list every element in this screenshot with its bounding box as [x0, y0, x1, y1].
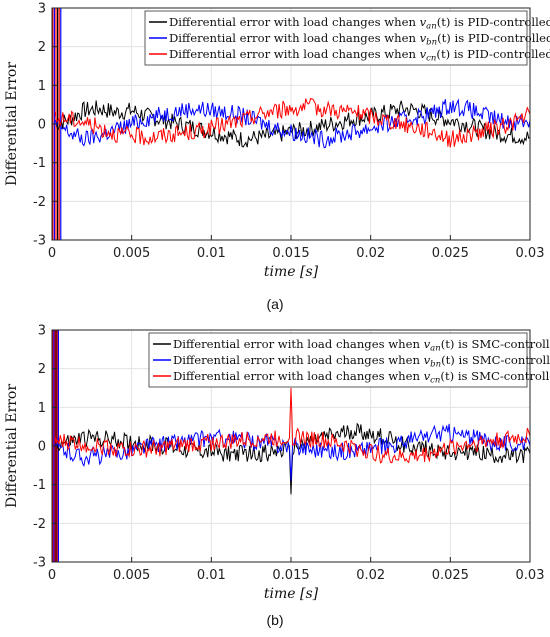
series-line-2 [54, 97, 530, 148]
y-tick-label: 0 [38, 118, 46, 133]
y-axis-label: Differential Error [4, 384, 20, 508]
x-tick-label: 0.005 [113, 568, 150, 583]
x-tick-label: 0.015 [272, 568, 309, 583]
panel-b-caption: (b) [266, 612, 284, 628]
x-tick-label: 0.03 [516, 568, 545, 583]
x-tick-label: 0.02 [356, 568, 385, 583]
y-tick-label: -2 [33, 517, 46, 532]
x-tick-label: 0 [48, 246, 56, 261]
legend-entry: Differential error with load changes whe… [173, 353, 550, 370]
y-tick-label: 1 [38, 401, 46, 416]
y-tick-label: -1 [33, 478, 46, 493]
y-tick-label: -3 [33, 556, 46, 571]
x-tick-label: 0.015 [272, 246, 309, 261]
series-line-1 [54, 423, 530, 481]
x-tick-label: 0.01 [197, 246, 226, 261]
y-tick-label: 0 [38, 440, 46, 455]
x-tick-label: 0.025 [432, 246, 469, 261]
legend-entry: Differential error with load changes whe… [169, 15, 550, 32]
y-tick-label: -3 [33, 234, 46, 249]
x-tick-label: 0.02 [356, 246, 385, 261]
chart-panel-a: 0 0.005 0.01 0.015 0.02 0.025 0.03 3 2 1 0 -1 -2 -3 ti… [4, 2, 550, 313]
x-tick-label: 0.025 [432, 568, 469, 583]
x-axis-label: time [s] [264, 264, 319, 280]
x-tick-label: 0.005 [113, 246, 150, 261]
x-tick-label: 0 [48, 568, 56, 583]
y-tick-label: 3 [38, 324, 46, 339]
y-tick-label: 2 [38, 40, 46, 55]
legend-entry: Differential error with load changes whe… [173, 337, 550, 354]
series-line-2 [54, 387, 530, 464]
chart-a-svg: 0 0.005 0.01 0.015 0.02 0.025 0.03 3 2 1 0 -1 -2 -3 ti… [4, 2, 550, 281]
panel-a-caption: (a) [266, 296, 284, 312]
legend: Differential error with load changes whe… [144, 10, 550, 66]
x-tick-label: 0.01 [197, 568, 226, 583]
legend-entry: Differential error with load changes whe… [173, 369, 550, 386]
chart-panel-b: 0 0.005 0.01 0.015 0.02 0.025 0.03 3 2 1 0 -1 -2 -3 ti… [0, 322, 550, 637]
y-tick-label: 2 [38, 362, 46, 377]
y-tick-label: -2 [33, 195, 46, 210]
y-tick-label: -1 [33, 156, 46, 171]
legend-box [148, 332, 528, 388]
legend-entry: Differential error with load changes whe… [169, 47, 550, 64]
legend-box [144, 10, 528, 66]
chart-b-svg: 0 0.005 0.01 0.015 0.02 0.025 0.03 3 2 1 0 -1 -2 -3 ti… [4, 324, 550, 603]
x-tick-label: 0.03 [516, 246, 545, 261]
x-axis-label: time [s] [264, 586, 319, 602]
y-axis-label: Differential Error [4, 62, 20, 186]
y-tick-label: 3 [38, 2, 46, 17]
legend: Differential error with load changes whe… [148, 332, 550, 388]
series-line-1 [54, 98, 530, 149]
legend-entry: Differential error with load changes whe… [169, 31, 550, 48]
series-line-0 [54, 100, 530, 148]
y-tick-label: 1 [38, 79, 46, 94]
